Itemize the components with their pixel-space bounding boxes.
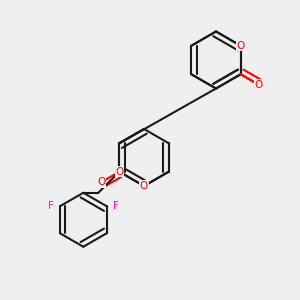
Text: F: F: [113, 201, 118, 211]
Text: O: O: [255, 80, 263, 90]
Text: O: O: [237, 41, 245, 51]
Text: F: F: [48, 201, 54, 211]
Text: O: O: [115, 167, 123, 177]
Text: O: O: [97, 177, 105, 187]
Text: O: O: [140, 181, 148, 191]
